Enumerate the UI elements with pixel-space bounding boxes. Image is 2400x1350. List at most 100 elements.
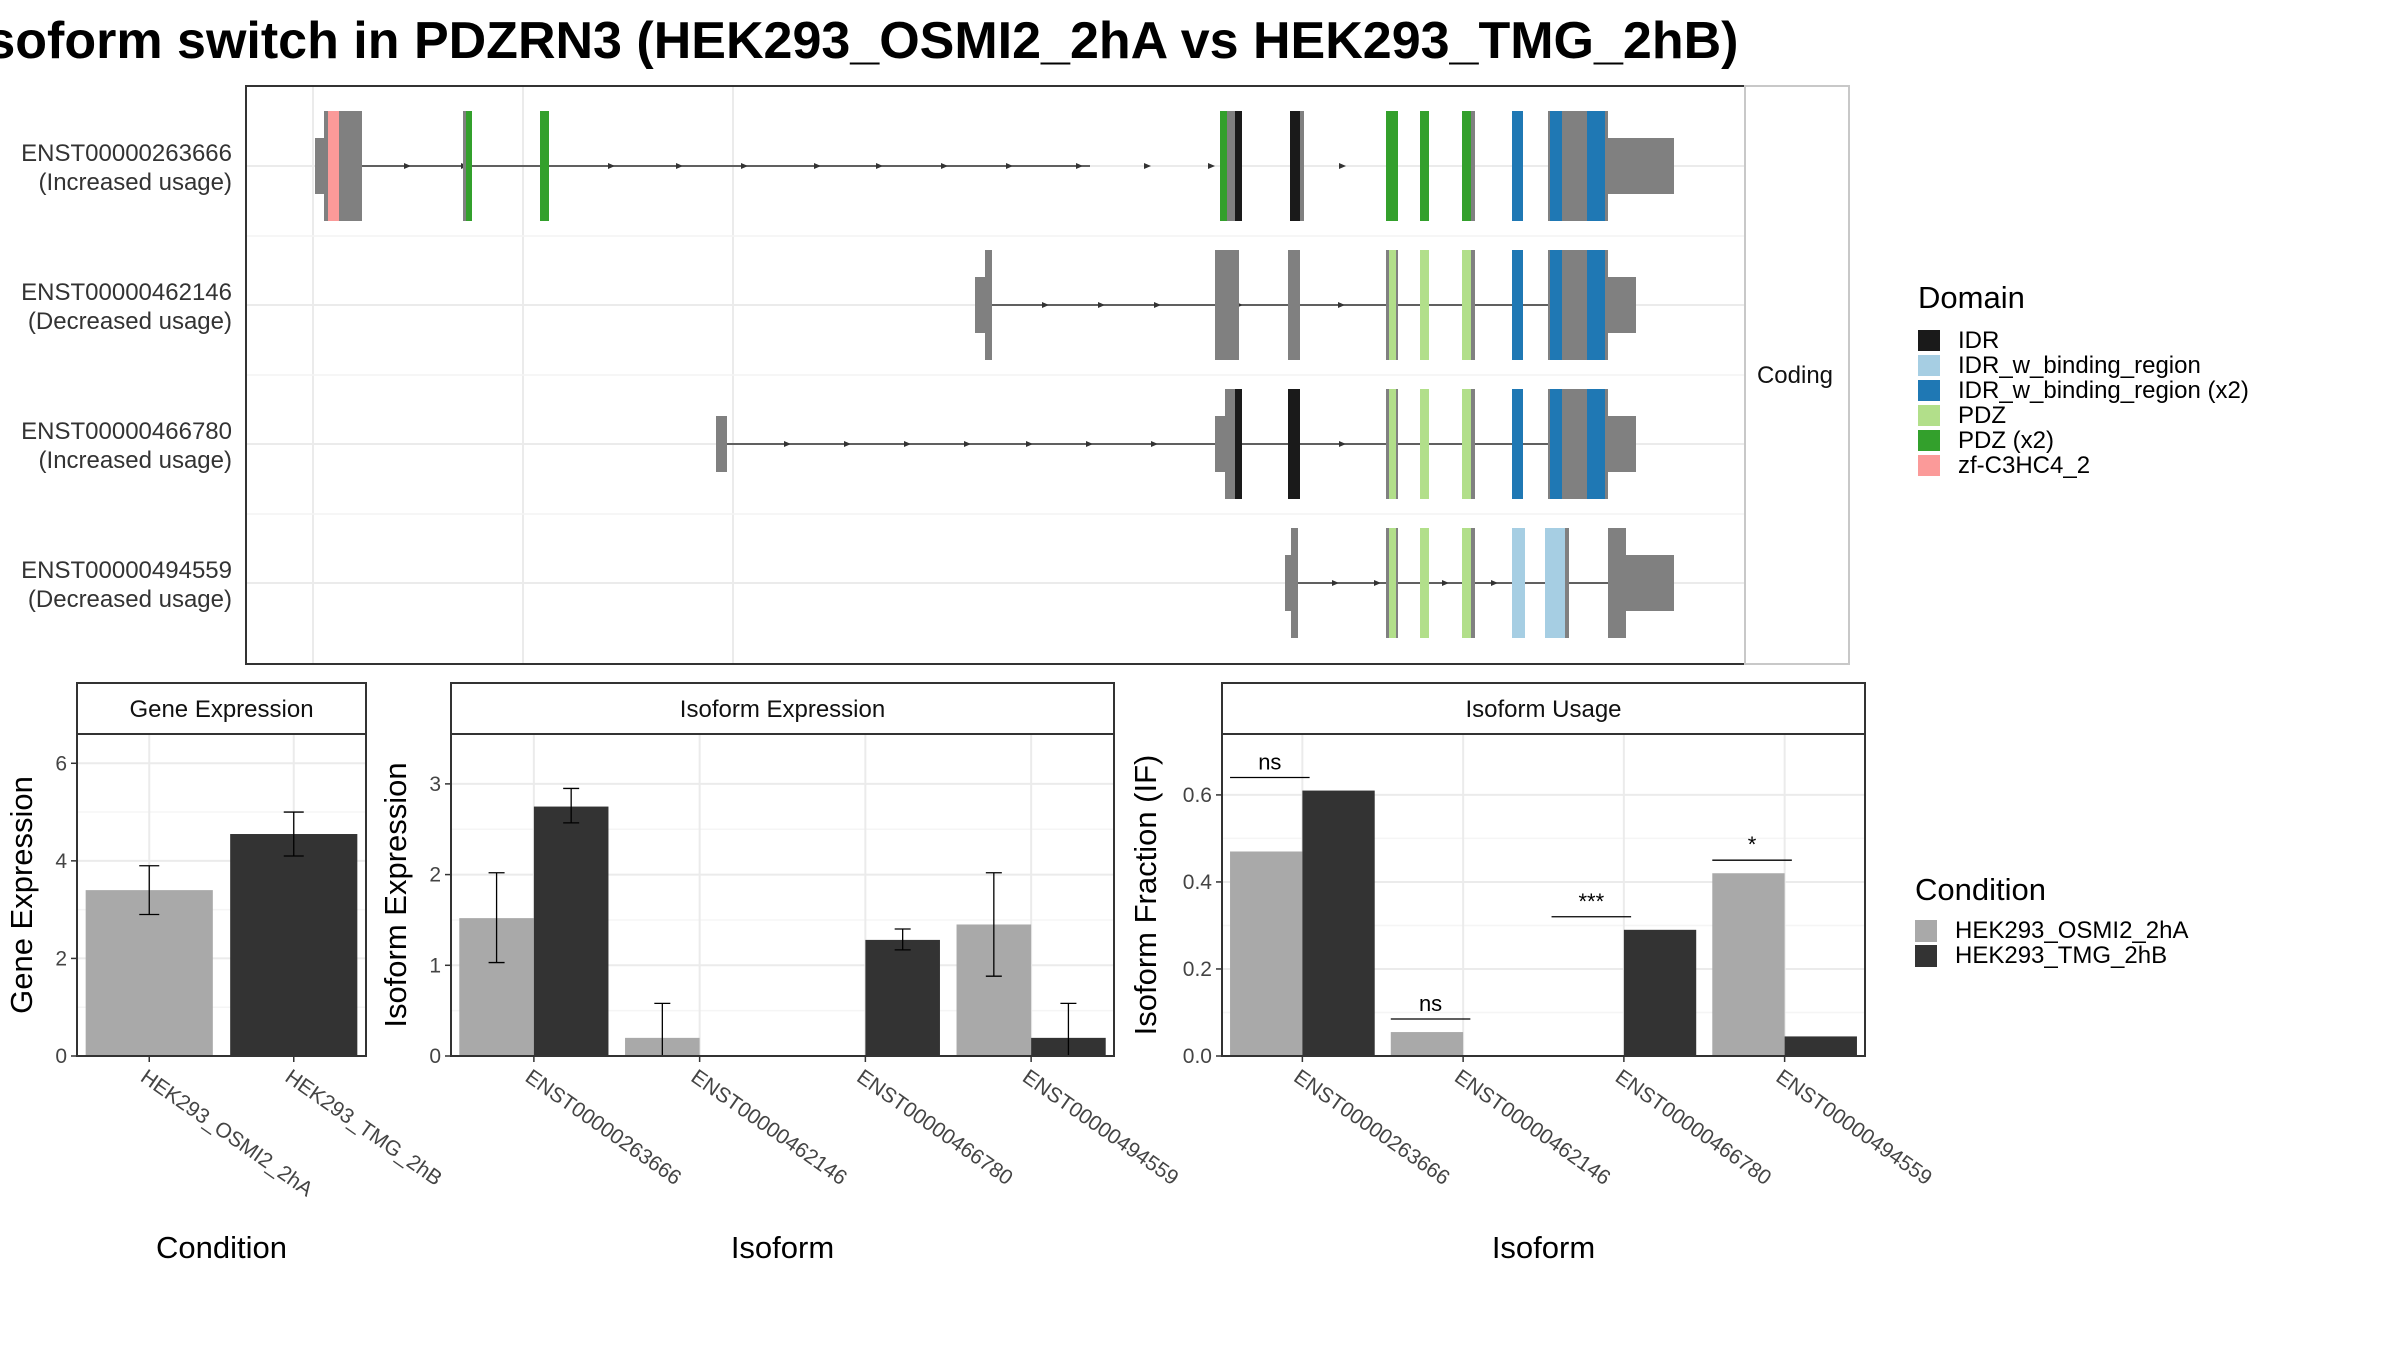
strand-arrow [941, 163, 948, 169]
panel-strip [450, 682, 1115, 735]
y-tick-label: 2 [55, 947, 67, 970]
exon-block [1290, 111, 1302, 221]
y-tick-label: 0 [429, 1045, 441, 1068]
strand-arrow [1339, 441, 1346, 447]
transcript-usage-label: (Increased usage) [39, 447, 232, 474]
exon-block [1512, 528, 1525, 638]
exon-block [466, 111, 472, 221]
exon-block [1420, 528, 1429, 638]
strand-arrow [1442, 580, 1449, 586]
strand-arrow [1332, 580, 1339, 586]
exon-block [1288, 389, 1300, 499]
exon-block [1471, 111, 1475, 221]
exon-block [1462, 389, 1472, 499]
strand-arrow [1151, 441, 1158, 447]
exon-block [1389, 528, 1396, 638]
exon-block [540, 111, 549, 221]
exon-block [1608, 528, 1626, 638]
legend-key [1918, 330, 1940, 351]
significance-label: *** [1578, 889, 1604, 914]
y-tick-label: 0.6 [1183, 784, 1212, 807]
transcript-id-label: ENST00000494559 [21, 557, 232, 584]
strand-arrow [1144, 163, 1151, 169]
exon-block [1215, 250, 1239, 360]
x-tick-label: ENST00000263666 [521, 1065, 685, 1190]
bar-HEK293_TMG_2hB-ENST00000466780 [1623, 929, 1697, 1056]
exon-block [985, 250, 992, 360]
legend-label: IDR_w_binding_region [1958, 352, 2201, 379]
exon-block [1624, 555, 1674, 611]
exon-block [1587, 389, 1605, 499]
strand-arrow [814, 163, 821, 169]
strand-arrow [404, 163, 411, 169]
exon-block [1420, 111, 1429, 221]
strand-arrow [741, 163, 748, 169]
significance-label: * [1748, 832, 1757, 857]
y-tick-label: 0.4 [1183, 871, 1213, 894]
exon-block [1471, 528, 1475, 638]
exon-block [1471, 250, 1475, 360]
panel-border [450, 733, 1115, 1057]
exon-block [1389, 389, 1396, 499]
exon-block [1606, 277, 1636, 333]
strand-arrow [1374, 580, 1381, 586]
strand-arrow [1338, 302, 1345, 308]
legend-key [1918, 430, 1940, 451]
strand-arrow [1339, 163, 1346, 169]
exon-block [1288, 250, 1300, 360]
legend-label: HEK293_OSMI2_2hA [1955, 917, 2188, 944]
legend-title-condition: Condition [1915, 872, 2046, 907]
bar-HEK293_TMG_2hB-ENST00000494559 [1784, 1036, 1857, 1056]
legend-label: IDR [1958, 327, 1999, 354]
exon-block [1291, 528, 1298, 638]
strand-arrow [964, 441, 971, 447]
exon-block [1587, 111, 1605, 221]
strand-arrow [608, 163, 615, 169]
exon-block [1545, 528, 1565, 638]
facet-strip [1744, 85, 1850, 665]
exon-block [328, 111, 339, 221]
exon-block [1420, 389, 1429, 499]
strand-arrow [1006, 163, 1013, 169]
panel-strip-label: Isoform Expression [680, 696, 885, 723]
strand-arrow [1208, 163, 1215, 169]
bar-panel-1: Gene Expression0246HEK293_OSMI2_2hAHEK29… [4, 682, 446, 1265]
exon-block [1550, 389, 1562, 499]
exon-block [1235, 111, 1242, 221]
x-axis-title: Isoform [731, 1230, 834, 1265]
page-title: The isoform switch in PDZRN3 (HEK293_OSM… [0, 12, 1738, 70]
legend-title-domain: Domain [1918, 280, 2025, 315]
transcript-id-label: ENST00000263666 [21, 140, 232, 167]
legend-label: zf-C3HC4_2 [1958, 452, 2090, 479]
exon-block [1386, 111, 1398, 221]
strand-arrow [1154, 302, 1161, 308]
bar-HEK293_TMG_2hB-ENST00000263666 [533, 806, 609, 1056]
x-tick-label: ENST00000466780 [853, 1065, 1017, 1190]
exon-block [1225, 389, 1237, 499]
significance-label: ns [1419, 991, 1442, 1016]
y-axis-title: Isoform Expression [378, 762, 413, 1027]
legend-label: HEK293_TMG_2hB [1955, 942, 2167, 969]
strand-arrow [1042, 302, 1049, 308]
exon-block [1565, 528, 1569, 638]
y-axis-title: Gene Expression [4, 776, 39, 1014]
strand-arrow [1076, 163, 1083, 169]
exon-block [1285, 555, 1294, 611]
exon-block [1634, 138, 1674, 194]
y-tick-label: 4 [55, 850, 67, 873]
legend-key [1918, 355, 1940, 376]
transcript-id-label: ENST00000466780 [21, 418, 232, 445]
gene-structure-panel [245, 85, 1746, 665]
exon-block [1471, 389, 1475, 499]
y-tick-label: 0 [55, 1045, 67, 1068]
panel-strip [76, 682, 367, 735]
x-tick-label: HEK293_TMG_2hB [281, 1065, 446, 1190]
transcript-usage-label: (Increased usage) [39, 169, 232, 196]
x-tick-label: ENST00000462146 [687, 1065, 851, 1190]
panel-strip [1221, 682, 1866, 735]
exon-block [1220, 111, 1227, 221]
exon-block [1606, 416, 1636, 472]
y-tick-label: 6 [55, 752, 67, 775]
strand-arrow [1086, 441, 1093, 447]
panel-border [76, 733, 367, 1057]
